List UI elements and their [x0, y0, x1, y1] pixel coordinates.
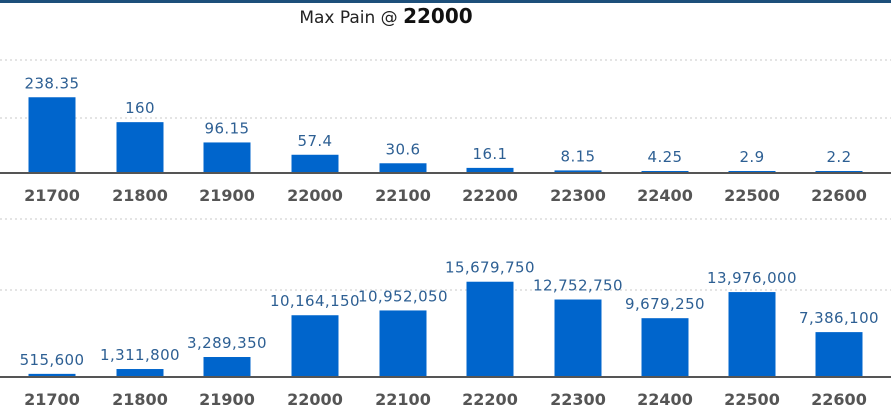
chart-panel-2: 515,600 1,311,800 3,289,350 10,164,15010,95… — [0, 218, 891, 409]
bar-22300 — [554, 299, 602, 377]
data-label-22100: 10,952,050 — [358, 287, 448, 305]
max-pain-value: 22000 — [403, 4, 473, 28]
bar-22100 — [379, 310, 427, 377]
x-tick-label-22400: 22400 — [637, 390, 693, 409]
x-tick-label-22300: 22300 — [550, 390, 606, 409]
data-label-21800: 1,311,800 — [100, 346, 180, 364]
x-tick-label-22500: 22500 — [724, 186, 780, 205]
data-label-21800: 160 — [125, 99, 155, 117]
x-tick-label-22100: 22100 — [375, 390, 431, 409]
title-prefix: Max Pain @ — [299, 8, 398, 28]
data-label-22500: 13,976,000 — [707, 269, 797, 287]
bar-22000 — [291, 154, 339, 173]
x-tick-label-22600: 22600 — [811, 186, 867, 205]
data-label-22600: 2.2 — [826, 148, 851, 166]
bar-21900 — [203, 357, 251, 377]
data-label-21700: 238.35 — [25, 74, 80, 92]
x-tick-label-22500: 22500 — [724, 390, 780, 409]
bar-21900 — [203, 142, 251, 173]
data-label-22200: 15,679,750 — [445, 259, 535, 277]
bar-22600 — [815, 332, 863, 377]
x-tick-label-22000: 22000 — [287, 186, 343, 205]
x-tick-label-21900: 21900 — [199, 186, 255, 205]
x-tick-label-21800: 21800 — [112, 186, 168, 205]
data-label-22200: 16.1 — [473, 145, 508, 163]
data-label-22100: 30.6 — [386, 140, 421, 158]
data-label-22600: 7,386,100 — [799, 309, 879, 327]
x-tick-label-21800: 21800 — [112, 390, 168, 409]
x-tick-label-22300: 22300 — [550, 186, 606, 205]
data-label-22500: 2.9 — [739, 148, 764, 166]
data-label-22000: 10,164,150 — [270, 292, 360, 310]
bar-22200 — [466, 167, 514, 173]
data-label-22400: 9,679,250 — [625, 295, 705, 313]
data-label-22300: 12,752,750 — [533, 277, 623, 295]
bar-22100 — [379, 163, 427, 173]
data-label-21900: 96.15 — [205, 119, 250, 137]
data-label-21900: 3,289,350 — [187, 334, 267, 352]
x-tick-label-21700: 21700 — [24, 390, 80, 409]
x-tick-label-22100: 22100 — [375, 186, 431, 205]
x-tick-label-21700: 21700 — [24, 186, 80, 205]
chart-panel-1: 238.35 160 96.15 57.4 30.6 16.1 8.15 4.25 2.9 2.2… — [0, 59, 891, 205]
bar-21800 — [116, 122, 164, 173]
bar-22300 — [554, 170, 602, 173]
top-accent-line — [0, 0, 891, 3]
data-label-22400: 4.25 — [648, 148, 683, 166]
bar-22500 — [728, 292, 776, 377]
x-tick-label-22200: 22200 — [462, 186, 518, 205]
chart-title: Max Pain @ 22000 — [0, 4, 772, 28]
x-tick-label-22200: 22200 — [462, 390, 518, 409]
data-label-22300: 8.15 — [561, 147, 596, 165]
bar-22000 — [291, 315, 339, 377]
bar-22200 — [466, 281, 514, 377]
data-label-22000: 57.4 — [298, 132, 333, 150]
bar-21700 — [28, 97, 76, 173]
bar-22400 — [641, 318, 689, 377]
x-tick-label-21900: 21900 — [199, 390, 255, 409]
x-tick-label-22600: 22600 — [811, 390, 867, 409]
x-tick-label-22000: 22000 — [287, 390, 343, 409]
x-tick-label-22400: 22400 — [637, 186, 693, 205]
bar-21800 — [116, 369, 164, 377]
data-label-21700: 515,600 — [20, 351, 85, 369]
bar-21700 — [28, 373, 76, 377]
